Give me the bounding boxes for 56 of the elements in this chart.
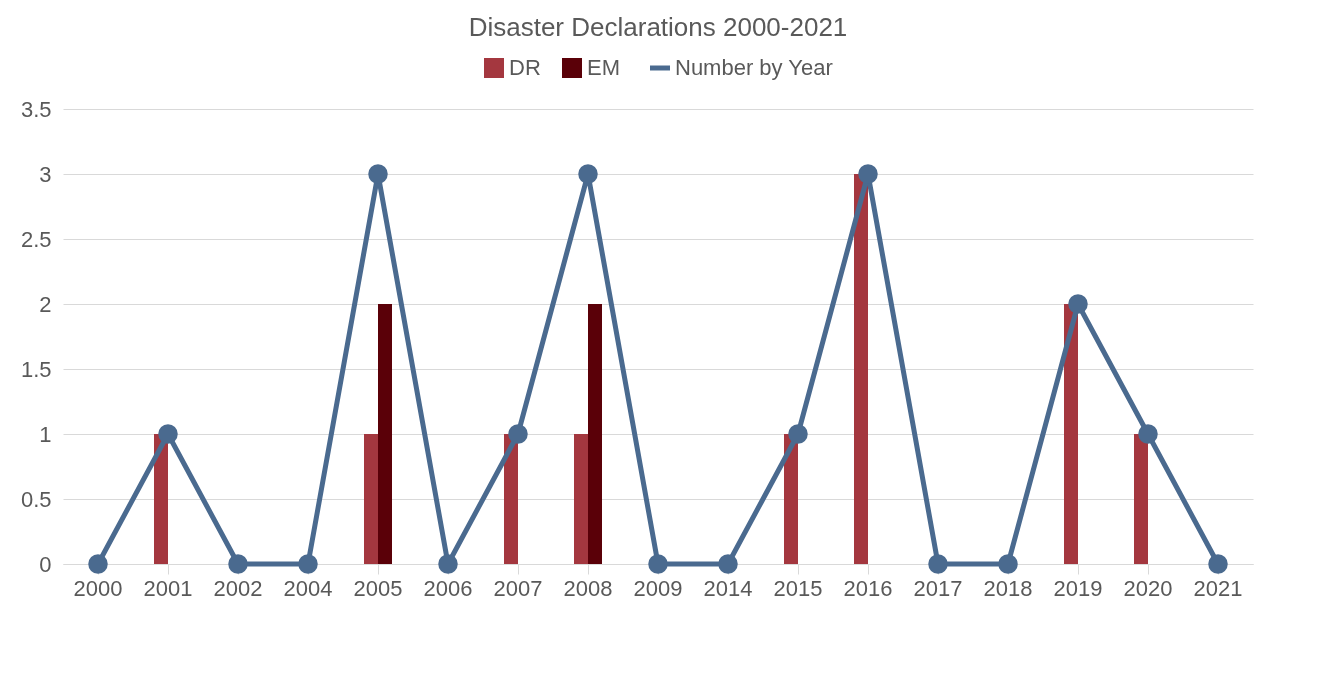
x-tick-label: 2018: [983, 575, 1033, 601]
point: [298, 554, 318, 574]
legend-label: Number by Year: [675, 55, 833, 80]
bar: [378, 304, 392, 564]
bar: [504, 434, 518, 564]
point: [648, 554, 668, 574]
legend-label: EM: [587, 55, 620, 80]
x-tick-label: 2004: [283, 575, 333, 601]
y-tick-label: 1: [39, 421, 52, 447]
y-tick-label: 2: [39, 291, 52, 317]
point: [508, 424, 528, 444]
bar: [574, 434, 588, 564]
bar: [854, 174, 868, 564]
y-tick-label: 2.5: [20, 226, 52, 252]
y-tick-label: 0.5: [20, 486, 52, 512]
x-tick-label: 2015: [773, 575, 823, 601]
x-tick-label: 2019: [1053, 575, 1103, 601]
y-tick-label: 3: [39, 161, 52, 187]
point: [578, 164, 598, 184]
x-tick-label: 2006: [423, 575, 473, 601]
x-tick-label: 2009: [633, 575, 683, 601]
x-tick-label: 2016: [843, 575, 893, 601]
x-tick-label: 2001: [143, 575, 193, 601]
point: [1068, 294, 1088, 314]
chart-title: Disaster Declarations 2000-2021: [468, 12, 848, 42]
x-tick-label: 2021: [1193, 575, 1243, 601]
point: [158, 424, 178, 444]
bar: [588, 304, 602, 564]
point: [858, 164, 878, 184]
x-tick-label: 2008: [563, 575, 613, 601]
point: [438, 554, 458, 574]
bar: [364, 434, 378, 564]
y-tick-label: 0: [39, 551, 52, 577]
x-tick-label: 2007: [493, 575, 543, 601]
point: [1138, 424, 1158, 444]
y-tick-label: 3.5: [20, 96, 52, 122]
point: [88, 554, 108, 574]
x-tick-label: 2000: [73, 575, 123, 601]
point: [928, 554, 948, 574]
x-tick-label: 2005: [353, 575, 403, 601]
point: [998, 554, 1018, 574]
legend-label: DR: [509, 55, 541, 80]
point: [1208, 554, 1228, 574]
y-tick-label: 1.5: [20, 356, 52, 382]
x-tick-label: 2014: [703, 575, 753, 601]
point: [788, 424, 808, 444]
bar: [1134, 434, 1148, 564]
x-tick-label: 2002: [213, 575, 263, 601]
x-tick-label: 2020: [1123, 575, 1173, 601]
bar: [1064, 304, 1078, 564]
x-tick-label: 2017: [913, 575, 963, 601]
bar: [154, 434, 168, 564]
bar: [784, 434, 798, 564]
point: [368, 164, 388, 184]
point: [718, 554, 738, 574]
point: [228, 554, 248, 574]
